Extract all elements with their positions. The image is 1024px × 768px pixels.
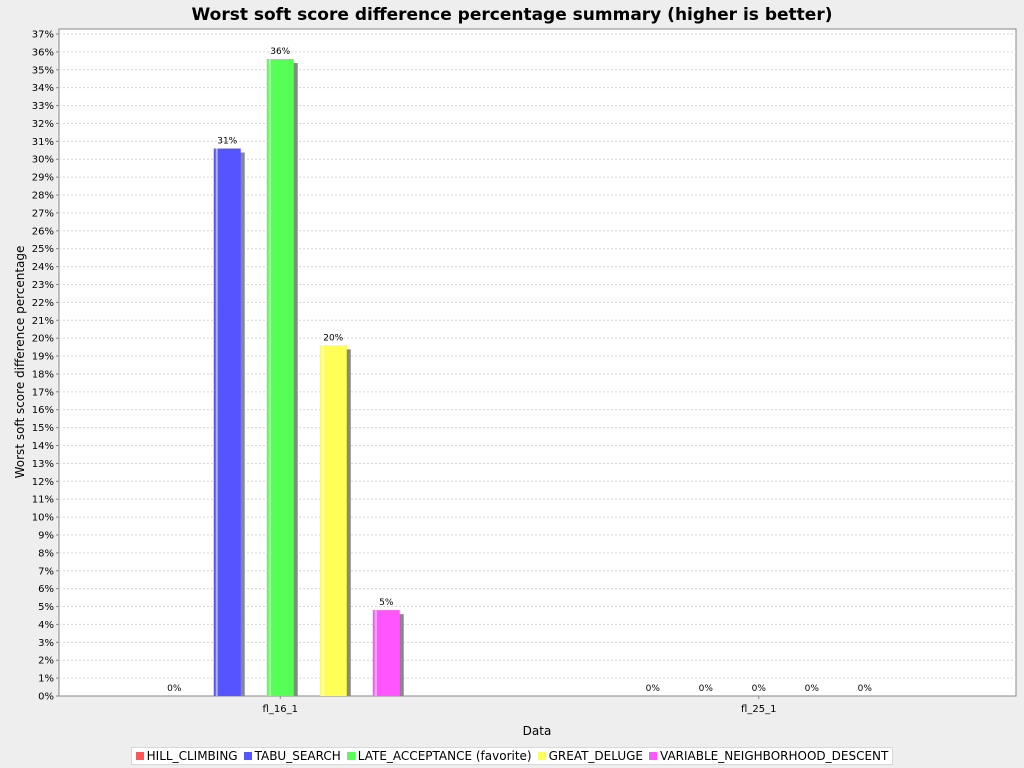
y-tick-label: 33% <box>32 101 54 112</box>
y-tick-label: 22% <box>32 298 54 309</box>
x-tick-label: fl_25_1 <box>741 704 776 715</box>
bar-value-label: 5% <box>379 598 394 608</box>
y-tick-label: 16% <box>32 405 54 416</box>
y-axis-label: Worst soft score difference percentage <box>13 246 27 479</box>
legend-box: HILL_CLIMBING TABU_SEARCH LATE_ACCEPTANCE … <box>130 747 894 765</box>
legend: HILL_CLIMBING TABU_SEARCH LATE_ACCEPTANCE … <box>0 745 1024 767</box>
y-tick-label: 31% <box>32 137 54 148</box>
legend-label: GREAT_DELUGE <box>548 749 644 763</box>
bar-highlight <box>215 148 218 696</box>
bar-value-label: 31% <box>217 137 237 147</box>
y-tick-label: 12% <box>32 477 54 488</box>
x-axis-label: Data <box>523 724 552 738</box>
y-tick-label: 27% <box>32 208 54 219</box>
legend-item: GREAT_DELUGE <box>537 749 644 763</box>
bar-value-label: 20% <box>323 333 343 343</box>
y-axis-ticks: 0% 1% 2% 3% 4% 5% 6% 7% 8% 9% 10% 11% 12% 13% 14% 15% 16… <box>32 30 59 703</box>
legend-label: TABU_SEARCH <box>254 749 341 763</box>
y-tick-label: 29% <box>32 173 54 184</box>
y-tick-label: 30% <box>32 155 54 166</box>
y-tick-label: 13% <box>32 459 54 470</box>
y-tick-label: 0% <box>38 692 54 703</box>
legend-swatch <box>243 752 252 760</box>
y-tick-label: 11% <box>32 495 54 506</box>
legend-swatch <box>346 752 355 760</box>
y-tick-label: 17% <box>32 387 54 398</box>
legend-item: TABU_SEARCH <box>243 749 341 763</box>
y-tick-label: 14% <box>32 441 54 452</box>
x-tick-label: fl_16_1 <box>263 704 298 715</box>
bar-highlight <box>374 610 377 696</box>
y-tick-label: 5% <box>38 602 54 613</box>
bar-highlight <box>268 59 271 697</box>
bar <box>319 345 347 696</box>
y-tick-label: 8% <box>38 548 54 559</box>
legend-label: VARIABLE_NEIGHBORHOOD_DESCENT <box>660 749 889 763</box>
y-tick-label: 19% <box>32 352 54 363</box>
y-tick-label: 25% <box>32 244 54 255</box>
bar <box>266 59 294 697</box>
y-tick-label: 34% <box>32 83 54 94</box>
bar-highlight <box>321 345 324 696</box>
bar-value-label: 0% <box>167 684 182 694</box>
legend-item: LATE_ACCEPTANCE (favorite) <box>346 749 532 763</box>
y-tick-label: 2% <box>38 656 54 667</box>
legend-item: VARIABLE_NEIGHBORHOOD_DESCENT <box>649 749 888 763</box>
y-tick-label: 32% <box>32 119 54 130</box>
x-axis-ticks: fl_16_1 fl_25_1 <box>263 696 776 715</box>
bar <box>372 610 400 696</box>
bar-labels: 0% 31% 36% 20% 5% 0% 0% 0% 0% 0% <box>167 47 872 694</box>
bar-value-label: 0% <box>699 684 714 694</box>
y-tick-label: 18% <box>32 369 54 380</box>
y-tick-label: 3% <box>38 638 54 649</box>
y-tick-label: 6% <box>38 584 54 595</box>
y-tick-label: 37% <box>32 30 54 41</box>
bar-value-label: 0% <box>805 684 820 694</box>
y-tick-label: 24% <box>32 262 54 273</box>
legend-swatch <box>649 752 658 760</box>
chart-svg: Worst soft score difference percentage s… <box>13 5 1017 738</box>
bar <box>213 148 241 696</box>
y-tick-label: 26% <box>32 226 54 237</box>
legend-label: HILL_CLIMBING <box>146 749 238 763</box>
y-tick-label: 23% <box>32 280 54 291</box>
bar-value-label: 0% <box>752 684 767 694</box>
bars <box>213 59 404 697</box>
legend-swatch <box>537 752 546 760</box>
legend-item: HILL_CLIMBING <box>135 749 238 763</box>
y-tick-label: 36% <box>32 47 54 58</box>
y-tick-label: 35% <box>32 65 54 76</box>
y-tick-label: 7% <box>38 566 54 577</box>
bar-value-label: 36% <box>270 47 290 57</box>
legend-label: LATE_ACCEPTANCE (favorite) <box>357 749 532 763</box>
plot-area <box>58 28 1017 697</box>
y-tick-label: 4% <box>38 620 54 631</box>
bar-value-label: 0% <box>646 684 661 694</box>
y-tick-label: 10% <box>32 513 54 524</box>
y-tick-label: 20% <box>32 334 54 345</box>
legend-swatch <box>135 752 144 760</box>
y-tick-label: 21% <box>32 316 54 327</box>
grid-lines <box>59 33 1016 679</box>
y-tick-label: 28% <box>32 191 54 202</box>
y-tick-label: 1% <box>38 674 54 685</box>
bar-value-label: 0% <box>858 684 873 694</box>
chart-title: Worst soft score difference percentage s… <box>192 5 833 25</box>
y-tick-label: 15% <box>32 423 54 434</box>
y-tick-label: 9% <box>38 530 54 541</box>
